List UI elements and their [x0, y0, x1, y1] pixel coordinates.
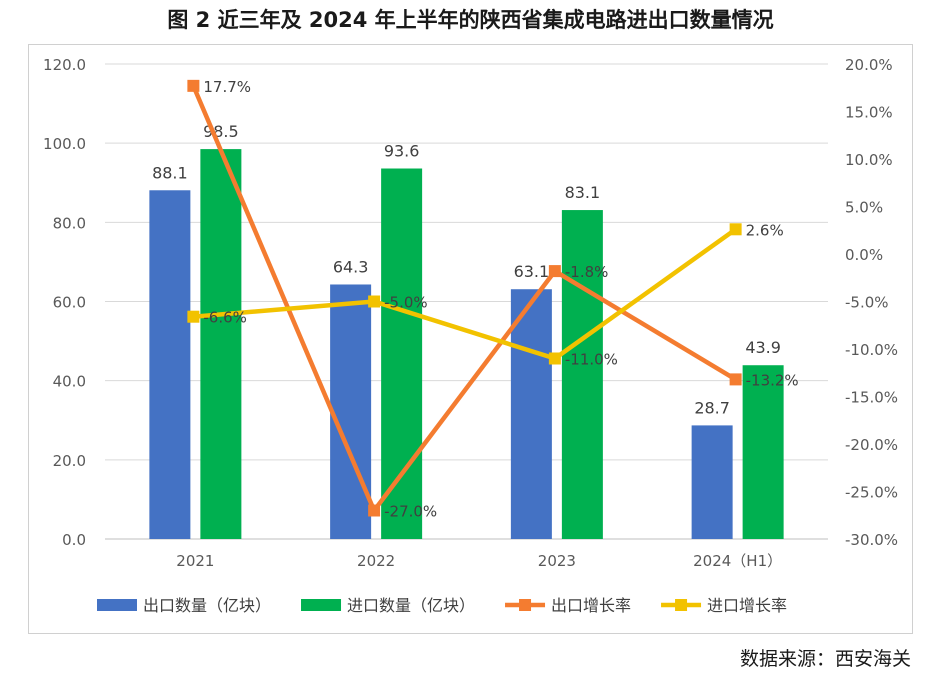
line-marker: [187, 79, 200, 92]
bar-data-label: 63.1: [514, 262, 550, 281]
bar: [200, 149, 242, 539]
legend-label: 进口增长率: [707, 596, 787, 615]
line-marker: [368, 295, 381, 308]
bar-data-label: 28.7: [694, 398, 730, 417]
line-data-label: -5.0%: [384, 294, 428, 312]
category-label: 2024（H1）: [693, 552, 782, 570]
line-marker: [187, 310, 200, 323]
right-axis-tick-label: -25.0%: [845, 484, 898, 502]
chart-frame: [28, 44, 913, 634]
left-axis-tick-label: 0.0: [62, 531, 86, 549]
bar-data-label: 88.1: [152, 163, 188, 182]
legend-label: 出口数量（亿块）: [143, 596, 271, 615]
line-data-label: -27.0%: [384, 503, 437, 521]
category-label: 2022: [357, 552, 395, 570]
bar-data-label: 93.6: [384, 142, 420, 161]
bar: [381, 168, 423, 539]
right-axis-tick-label: 5.0%: [845, 199, 883, 217]
right-axis-tick-label: 10.0%: [845, 151, 893, 169]
left-axis-tick-label: 120.0: [43, 56, 86, 74]
line-marker: [729, 373, 742, 386]
bar: [330, 284, 372, 539]
line-marker: [548, 352, 561, 365]
series-line: [191, 227, 738, 361]
bar: [149, 190, 191, 540]
bar: [561, 210, 603, 539]
legend-swatch: [97, 599, 137, 611]
right-axis-tick-label: 20.0%: [845, 56, 893, 74]
legend-label: 出口增长率: [551, 596, 631, 615]
legend-swatch-marker: [519, 599, 532, 611]
right-axis-tick-label: -30.0%: [845, 531, 898, 549]
bar-data-label: 64.3: [333, 257, 369, 276]
line-marker: [548, 265, 561, 278]
line-marker: [729, 223, 742, 236]
line-data-label: 17.7%: [203, 78, 251, 96]
line-data-label: -11.0%: [565, 351, 618, 369]
data-source-note: 数据来源：西安海关: [739, 648, 911, 670]
chart-title: 图 2 近三年及 2024 年上半年的陕西省集成电路进出口数量情况: [167, 8, 774, 32]
line-data-label: 2.6%: [746, 221, 784, 239]
right-axis-tick-label: -5.0%: [845, 294, 889, 312]
left-axis-tick-label: 40.0: [53, 373, 86, 391]
bar-data-label: 83.1: [565, 183, 601, 202]
right-axis-tick-label: -15.0%: [845, 389, 898, 407]
legend-label: 进口数量（亿块）: [347, 596, 475, 615]
line-data-label: -6.6%: [203, 309, 247, 327]
right-axis-tick-label: -20.0%: [845, 436, 898, 454]
line-data-label: -13.2%: [746, 371, 799, 389]
right-axis-tick-label: 0.0%: [845, 246, 883, 264]
right-axis-tick-label: -10.0%: [845, 341, 898, 359]
line-data-label: -1.8%: [565, 263, 609, 281]
category-label: 2021: [176, 552, 214, 570]
bar: [691, 425, 733, 539]
bar-data-label: 43.9: [745, 338, 781, 357]
line-marker: [368, 504, 381, 517]
series-line: [191, 83, 738, 513]
right-axis-tick-label: 15.0%: [845, 104, 893, 122]
legend-swatch: [301, 599, 342, 611]
category-label: 2023: [538, 552, 576, 570]
bar: [510, 289, 552, 539]
legend-swatch-marker: [675, 599, 688, 611]
left-axis-tick-label: 20.0: [53, 452, 86, 470]
left-axis-tick-label: 60.0: [53, 294, 86, 312]
left-axis-tick-label: 80.0: [53, 214, 86, 232]
bar: [742, 365, 784, 539]
left-axis-tick-label: 100.0: [43, 135, 86, 153]
